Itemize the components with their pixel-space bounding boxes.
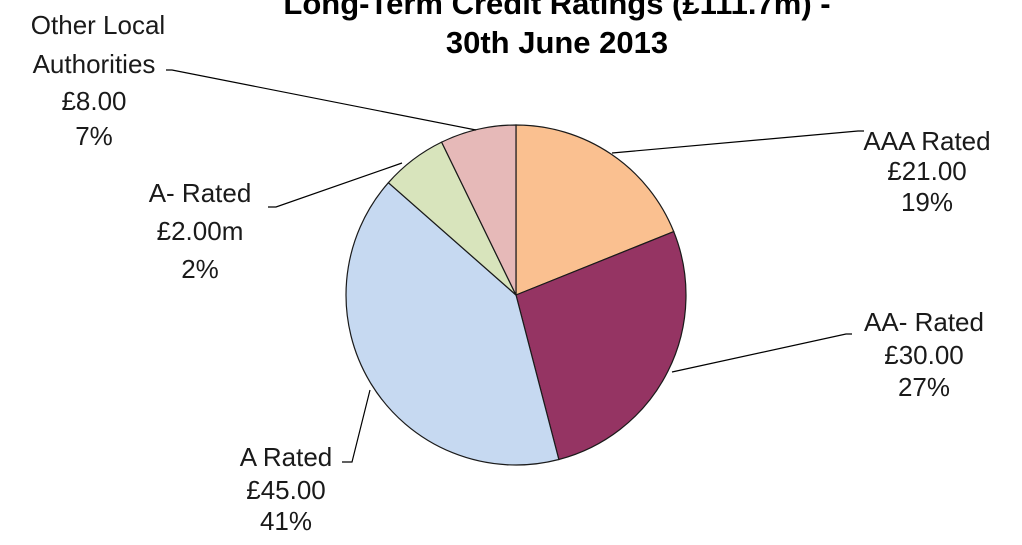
slice-amount-aaa-rated: £21.00 <box>887 156 967 186</box>
data-label-other-local-authorities: Other Local Authorities £8.00 7% <box>31 10 165 151</box>
pie-slice-a-rated <box>345 181 560 466</box>
chart-title-line-2: 30th June 2013 <box>446 25 668 60</box>
slice-amount-other-local-authorities: £8.00 <box>61 86 126 116</box>
slice-label-other-local-authorities-line-2: Authorities <box>33 49 156 79</box>
leader-line-a-minus-rated <box>268 162 403 208</box>
slice-label-aa-minus-rated: AA- Rated <box>864 307 984 337</box>
slice-label-a-minus-rated: A- Rated <box>149 178 252 208</box>
pie-slice-aa-minus-rated <box>515 230 687 461</box>
leader-lines <box>166 69 864 463</box>
slice-percent-other-local-authorities: 7% <box>75 121 113 151</box>
leader-line-other-local-authorities <box>166 69 477 131</box>
pie-slice-aaa-rated <box>515 124 675 296</box>
slice-label-other-local-authorities-line-1: Other Local <box>31 10 165 40</box>
slice-percent-aa-minus-rated: 27% <box>898 372 950 402</box>
data-label-aaa-rated: AAA Rated £21.00 19% <box>863 126 990 217</box>
chart-title-line-1: Long-Term Credit Ratings (£111.7m) - <box>283 0 830 21</box>
slice-percent-a-rated: 41% <box>260 506 312 536</box>
leader-line-aa-minus-rated <box>671 333 852 373</box>
pie-slice-other-local-authorities <box>440 124 517 296</box>
slice-label-aaa-rated: AAA Rated <box>863 126 990 156</box>
data-label-a-minus-rated: A- Rated £2.00m 2% <box>149 178 252 284</box>
slice-label-a-rated: A Rated <box>240 442 333 472</box>
slice-amount-aa-minus-rated: £30.00 <box>884 340 964 370</box>
slice-amount-a-minus-rated: £2.00m <box>157 216 244 246</box>
pie-slices <box>345 124 687 466</box>
chart-title: Long-Term Credit Ratings (£111.7m) - 30t… <box>283 0 830 60</box>
slice-percent-a-minus-rated: 2% <box>181 254 219 284</box>
data-label-aa-minus-rated: AA- Rated £30.00 27% <box>864 307 984 402</box>
leader-line-aaa-rated <box>611 130 864 154</box>
slice-amount-a-rated: £45.00 <box>246 475 326 505</box>
leader-line-a-rated <box>342 389 371 463</box>
data-label-a-rated: A Rated £45.00 41% <box>240 442 333 536</box>
slice-percent-aaa-rated: 19% <box>901 187 953 217</box>
